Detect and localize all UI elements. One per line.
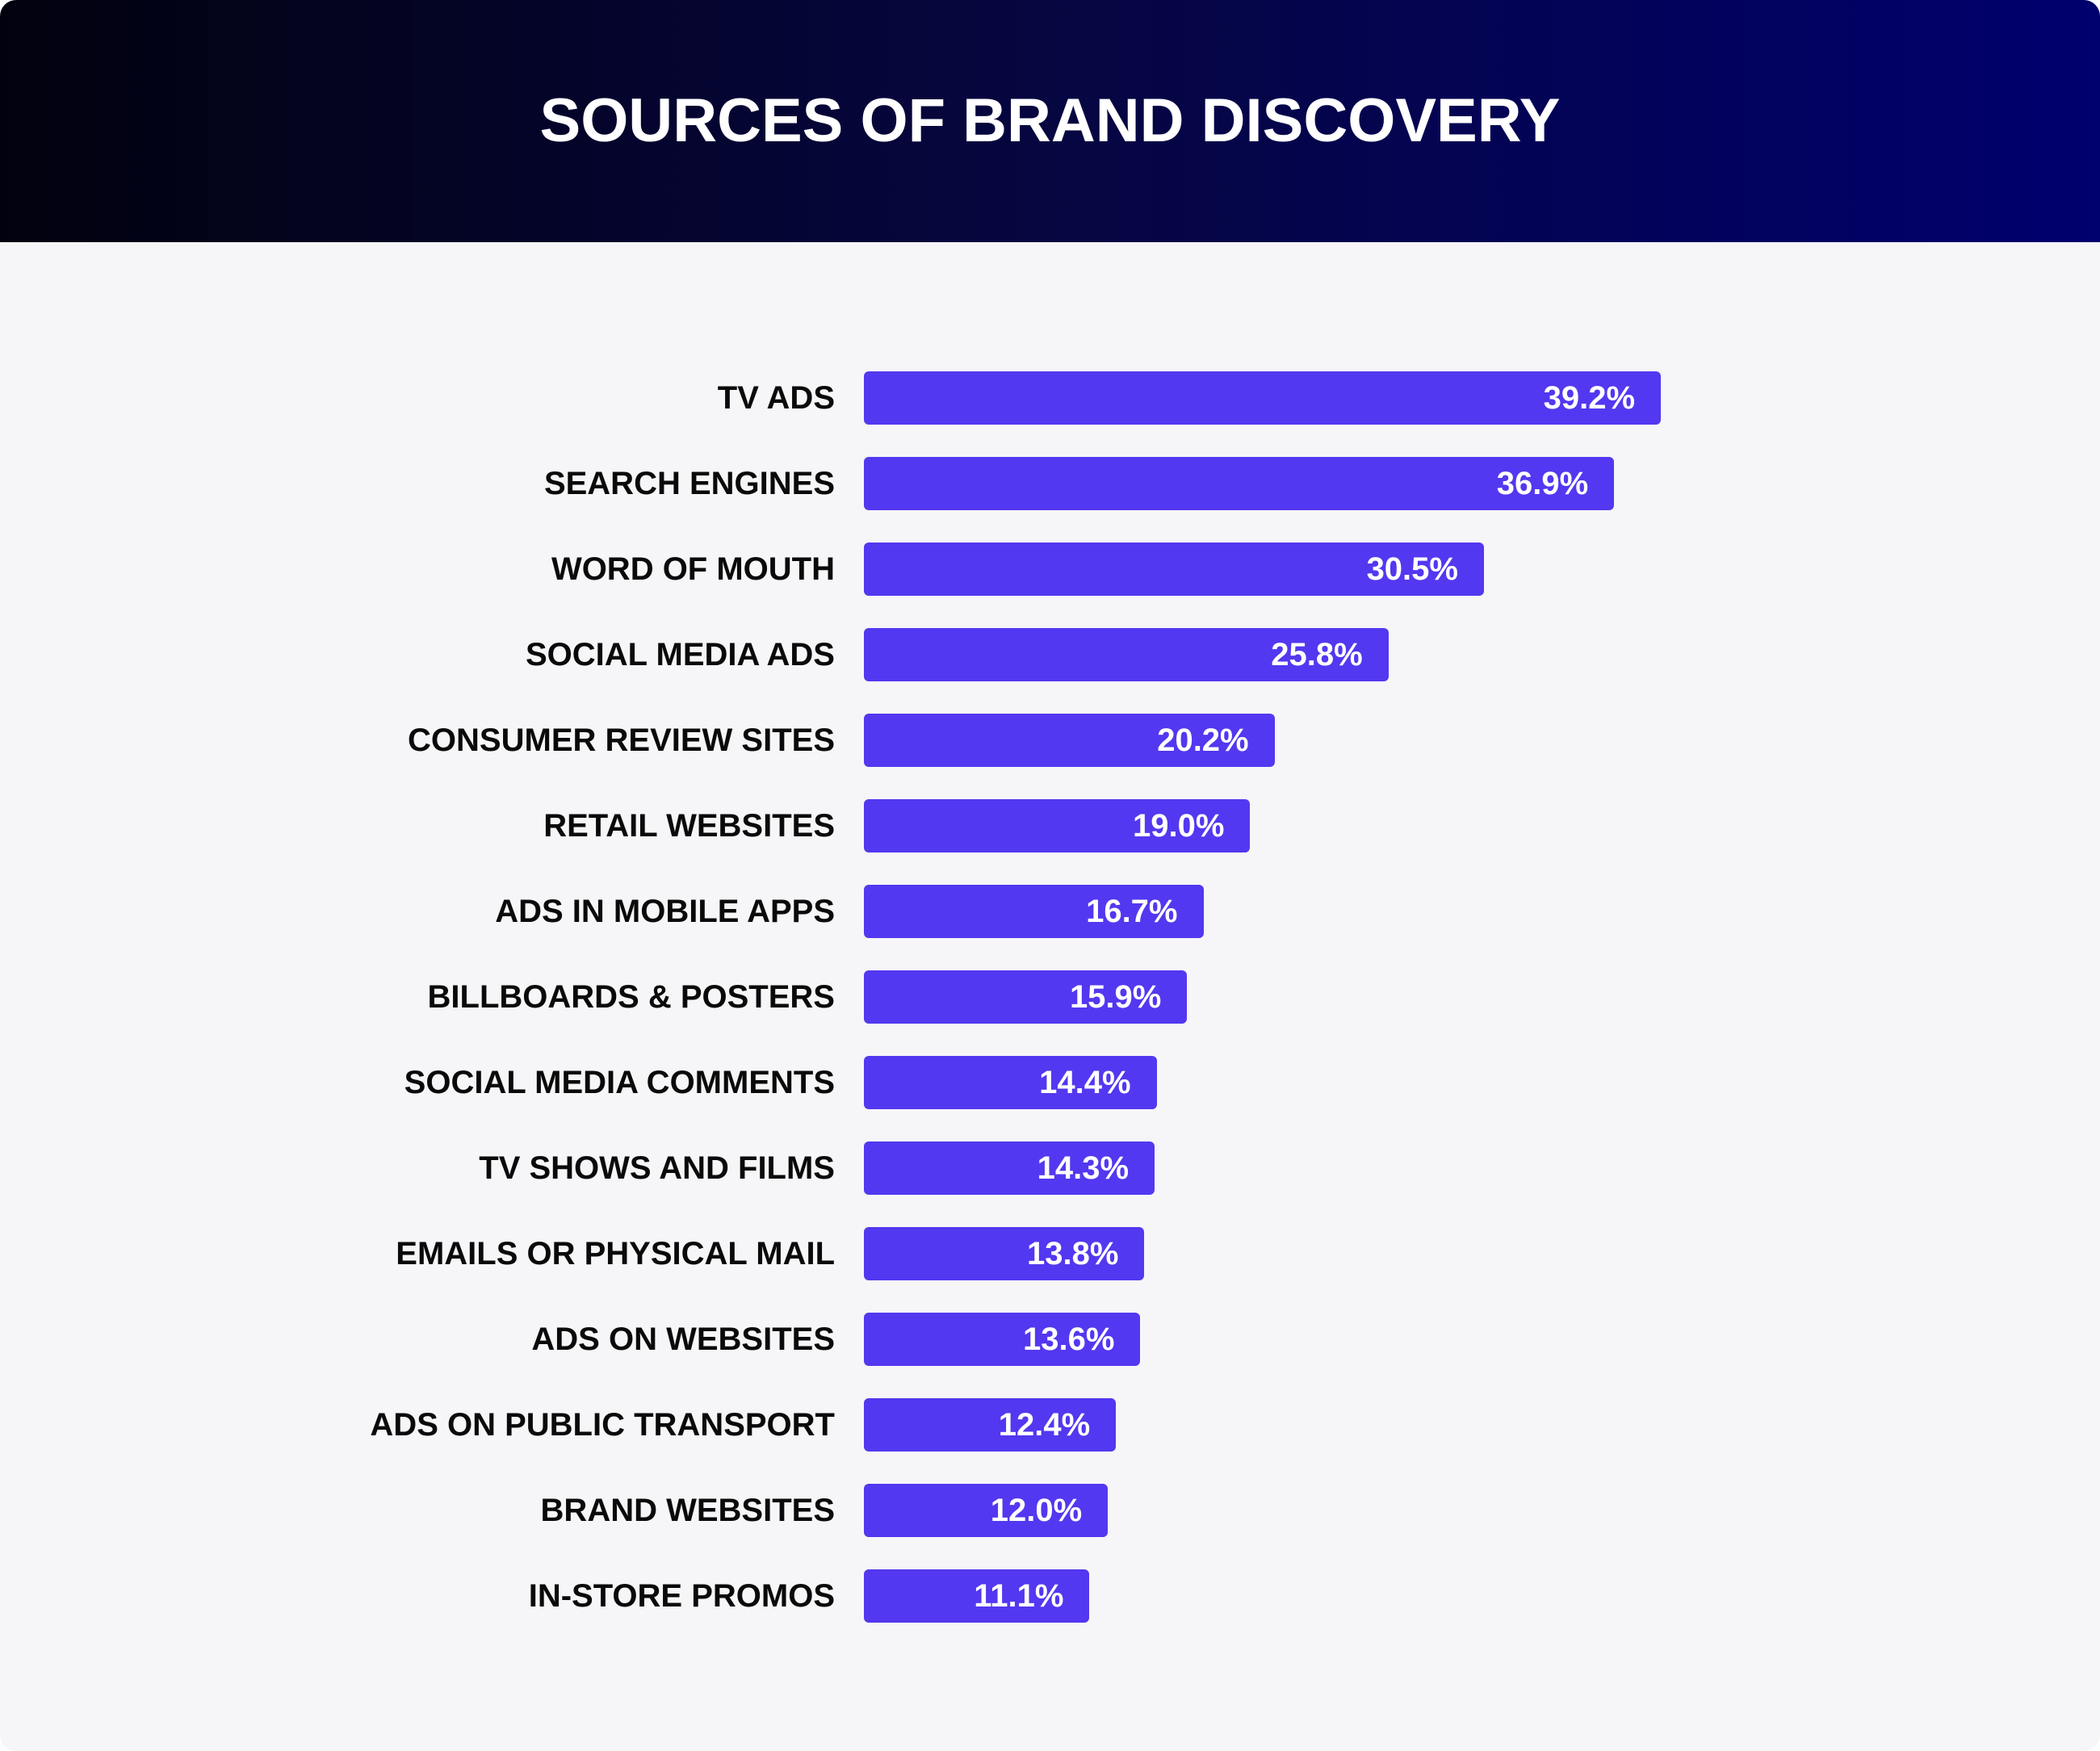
bar: 15.9% xyxy=(864,970,1188,1024)
bar: 14.4% xyxy=(864,1056,1157,1109)
bar: 11.1% xyxy=(864,1569,1090,1623)
bar: 19.0% xyxy=(864,799,1251,852)
bar-label: CONSUMER REVIEW SITES xyxy=(408,723,835,758)
bar-label: BRAND WEBSITES xyxy=(540,1493,835,1528)
bar-value-label: 16.7% xyxy=(1086,894,1178,929)
bar-label: BILLBOARDS & POSTERS xyxy=(427,979,835,1015)
bar-row: ADS ON WEBSITES 13.6% xyxy=(0,1313,2100,1366)
bar: 36.9% xyxy=(864,457,1615,510)
bar: 14.3% xyxy=(864,1142,1155,1195)
bar-value-label: 20.2% xyxy=(1157,723,1249,758)
bar-value-label: 14.4% xyxy=(1039,1065,1131,1100)
bar-label: WORD OF MOUTH xyxy=(551,551,835,587)
bar-row: TV SHOWS AND FILMS 14.3% xyxy=(0,1142,2100,1195)
bar-value-label: 39.2% xyxy=(1543,380,1636,416)
bar-value-label: 25.8% xyxy=(1271,637,1363,672)
bar: 20.2% xyxy=(864,714,1275,767)
bar-value-label: 11.1% xyxy=(974,1578,1064,1614)
bar-label: RETAIL WEBSITES xyxy=(543,808,835,844)
bar-label: TV ADS xyxy=(717,380,835,416)
bar-label: TV SHOWS AND FILMS xyxy=(479,1150,835,1186)
bar: 39.2% xyxy=(864,371,1662,425)
bar-row: SOCIAL MEDIA COMMENTS 14.4% xyxy=(0,1056,2100,1109)
bar: 25.8% xyxy=(864,628,1389,681)
bar: 12.0% xyxy=(864,1484,1109,1537)
chart-title: SOURCES OF BRAND DISCOVERY xyxy=(539,86,1561,155)
bar-row: CONSUMER REVIEW SITES 20.2% xyxy=(0,714,2100,767)
bar-label: ADS ON PUBLIC TRANSPORT xyxy=(370,1407,835,1443)
bar: 13.8% xyxy=(864,1227,1145,1280)
bar-value-label: 13.8% xyxy=(1027,1236,1119,1271)
chart-header: SOURCES OF BRAND DISCOVERY xyxy=(0,0,2100,242)
bar-row: ADS IN MOBILE APPS 16.7% xyxy=(0,885,2100,938)
bar: 16.7% xyxy=(864,885,1204,938)
bar-label: SOCIAL MEDIA COMMENTS xyxy=(404,1065,835,1100)
bar-label: SOCIAL MEDIA ADS xyxy=(526,637,835,672)
bar-label: IN-STORE PROMOS xyxy=(528,1578,835,1614)
bar-row: SEARCH ENGINES 36.9% xyxy=(0,457,2100,510)
bar-row: BRAND WEBSITES 12.0% xyxy=(0,1484,2100,1537)
bar-value-label: 36.9% xyxy=(1496,466,1589,501)
bar-value-label: 14.3% xyxy=(1037,1150,1130,1186)
bar-value-label: 13.6% xyxy=(1023,1322,1115,1357)
bar-row: BILLBOARDS & POSTERS 15.9% xyxy=(0,970,2100,1024)
bar-row: TV ADS 39.2% xyxy=(0,371,2100,425)
bar-row: EMAILS OR PHYSICAL MAIL 13.8% xyxy=(0,1227,2100,1280)
bar-row: WORD OF MOUTH 30.5% xyxy=(0,542,2100,596)
bar-row: SOCIAL MEDIA ADS 25.8% xyxy=(0,628,2100,681)
bar-value-label: 12.4% xyxy=(998,1407,1091,1443)
bar-value-label: 12.0% xyxy=(990,1493,1083,1528)
bar-value-label: 19.0% xyxy=(1132,808,1225,844)
bar-label: ADS IN MOBILE APPS xyxy=(495,894,835,929)
bar-value-label: 15.9% xyxy=(1069,979,1162,1015)
bar-row: RETAIL WEBSITES 19.0% xyxy=(0,799,2100,852)
bar-value-label: 30.5% xyxy=(1366,551,1458,587)
bar: 12.4% xyxy=(864,1398,1117,1451)
bar: 30.5% xyxy=(864,542,1484,596)
bar-label: EMAILS OR PHYSICAL MAIL xyxy=(396,1236,835,1271)
bar-label: ADS ON WEBSITES xyxy=(531,1322,835,1357)
bar: 13.6% xyxy=(864,1313,1141,1366)
bar-row: ADS ON PUBLIC TRANSPORT 12.4% xyxy=(0,1398,2100,1451)
bar-label: SEARCH ENGINES xyxy=(543,466,835,501)
bar-row: IN-STORE PROMOS 11.1% xyxy=(0,1569,2100,1623)
